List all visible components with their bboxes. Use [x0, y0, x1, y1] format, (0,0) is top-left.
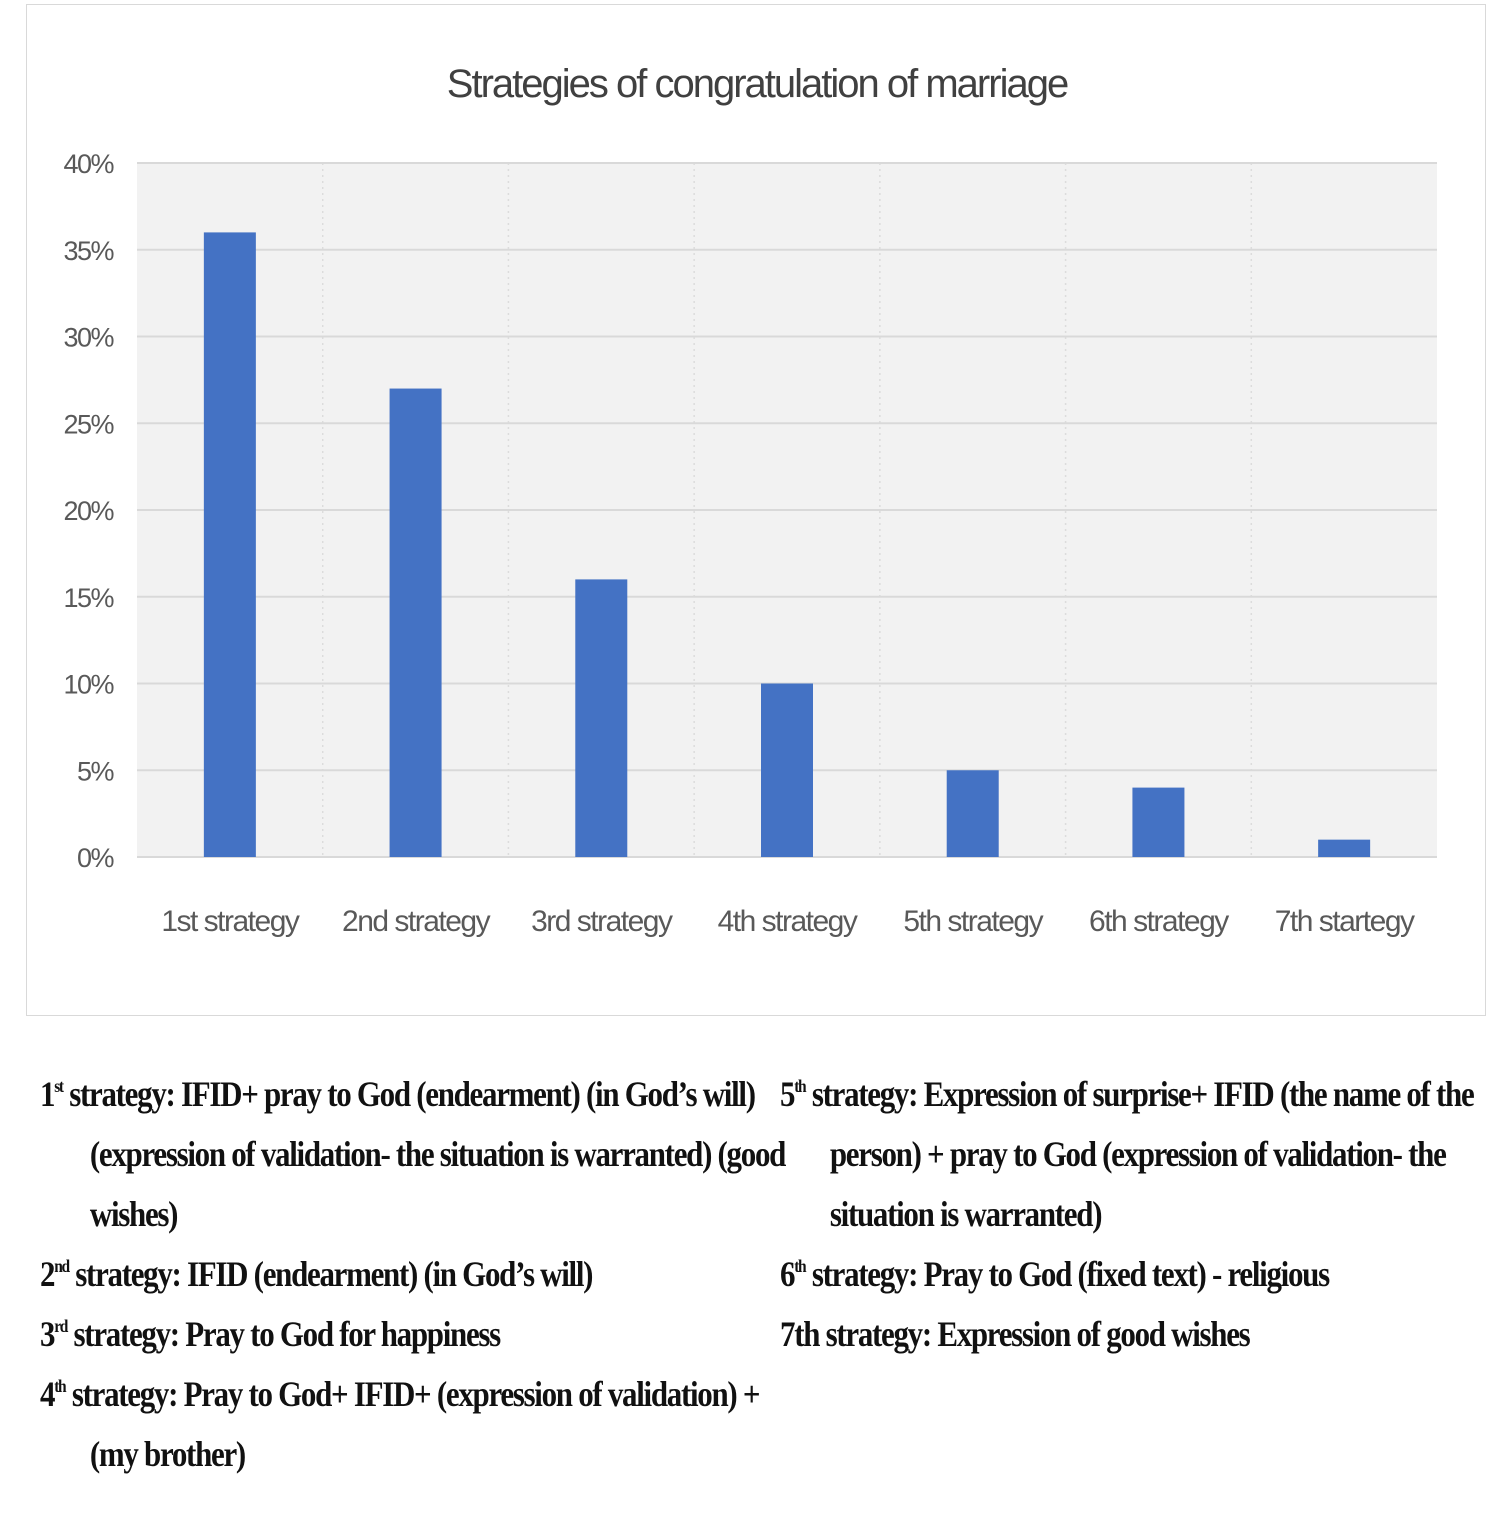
chart-title: Strategies of congratulation of marriage: [447, 62, 1068, 106]
bar: [761, 683, 813, 857]
legend-ordinal-suffix: rd: [54, 1316, 68, 1336]
legend-ordinal-suffix: st: [54, 1076, 64, 1096]
bar: [946, 770, 999, 857]
bar: [389, 388, 442, 857]
y-tick-label: 20%: [63, 496, 114, 526]
bar: [1132, 787, 1185, 857]
legend-column-right: 5th strategy: Expression of surprise+ IF…: [780, 1064, 1486, 1364]
legend-item: 6th strategy: Pray to God (fixed text) -…: [780, 1244, 1486, 1304]
bar: [203, 232, 256, 857]
legend-text: strategy: Pray to God for happiness: [67, 1314, 502, 1354]
bar: [1318, 839, 1371, 857]
legend-ordinal-suffix: th: [794, 1256, 806, 1276]
legend-ordinal: 7: [780, 1314, 795, 1354]
bar: [575, 579, 628, 857]
y-tick-label: 5%: [77, 756, 115, 786]
legend-ordinal: 2: [40, 1254, 55, 1294]
bar-chart: Strategies of congratulation of marriage…: [63, 62, 1437, 938]
legend-item: 2nd strategy: IFID (endearment) (in God’…: [40, 1244, 788, 1304]
legend-text: strategy: IFID (endearment) (in God’s wi…: [68, 1254, 593, 1294]
legend-text: strategy: Pray to God+ IFID+ (expression…: [65, 1374, 761, 1474]
legend-ordinal: 1: [40, 1074, 55, 1114]
legend-ordinal-suffix: th: [794, 1076, 806, 1096]
legend-item: 1st strategy: IFID+ pray to God (endearm…: [40, 1064, 788, 1244]
chart-panel: Strategies of congratulation of marriage…: [26, 4, 1486, 1016]
legend-item: 4th strategy: Pray to God+ IFID+ (expres…: [40, 1364, 788, 1484]
legend-text: strategy: IFID+ pray to God (endearment)…: [62, 1074, 786, 1234]
y-tick-label: 30%: [63, 323, 114, 353]
legend-column-left: 1st strategy: IFID+ pray to God (endearm…: [40, 1064, 786, 1484]
legend-item: 5th strategy: Expression of surprise+ IF…: [780, 1064, 1486, 1244]
x-category-label: 6th strategy: [1089, 905, 1229, 938]
legend-ordinal: 3: [40, 1314, 55, 1354]
x-category-label: 7th startegy: [1275, 905, 1415, 938]
y-tick-label: 0%: [77, 843, 115, 873]
x-category-label: 1st strategy: [161, 905, 300, 938]
legend-ordinal: 6: [780, 1254, 795, 1294]
y-tick-label: 25%: [63, 409, 114, 439]
legend-item: 3rd strategy: Pray to God for happiness: [40, 1304, 788, 1364]
strategy-legend: 1st strategy: IFID+ pray to God (endearm…: [0, 1040, 1486, 1520]
legend-text: th strategy: Expression of good wishes: [794, 1314, 1251, 1354]
legend-ordinal-suffix: nd: [54, 1256, 70, 1276]
x-category-label: 4th strategy: [718, 905, 858, 938]
x-category-label: 2nd strategy: [342, 905, 491, 938]
y-tick-label: 35%: [63, 236, 114, 266]
legend-ordinal: 4: [40, 1374, 55, 1414]
y-tick-label: 15%: [63, 583, 114, 613]
legend-text: strategy: Expression of surprise+ IFID (…: [805, 1074, 1475, 1234]
legend-text: strategy: Pray to God (fixed text) - rel…: [805, 1254, 1330, 1294]
legend-ordinal-suffix: th: [54, 1376, 66, 1396]
legend-ordinal: 5: [780, 1074, 795, 1114]
y-tick-label: 40%: [63, 149, 114, 179]
x-category-label: 5th strategy: [903, 905, 1043, 938]
legend-item: 7th strategy: Expression of good wishes: [780, 1304, 1486, 1364]
y-tick-label: 10%: [63, 670, 114, 700]
x-category-label: 3rd strategy: [531, 905, 673, 938]
